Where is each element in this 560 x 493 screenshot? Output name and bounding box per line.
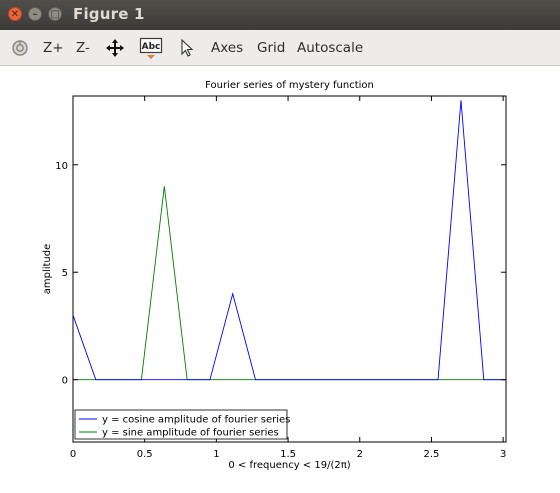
y-tick-label: 10 bbox=[55, 161, 68, 172]
title-bar: ✕ – □ Figure 1 bbox=[0, 0, 560, 30]
plot-canvas[interactable]: 0 0.5 1 1.5 2 2.5 3 0 5 10 Fourier series of myst… bbox=[0, 67, 560, 489]
close-button[interactable]: ✕ bbox=[8, 7, 22, 21]
legend-box bbox=[74, 409, 288, 440]
maximize-icon: □ bbox=[50, 9, 60, 20]
rotate-button[interactable] bbox=[9, 37, 31, 59]
select-arrow-icon bbox=[181, 38, 194, 57]
x-tick-label: 2 bbox=[357, 449, 363, 460]
x-tick-label: 0.5 bbox=[137, 449, 153, 460]
zoom-out-button[interactable]: Z- bbox=[76, 40, 90, 56]
y-tick-label: 5 bbox=[62, 268, 68, 279]
rotate-icon bbox=[12, 40, 28, 56]
x-tick-label: 2.5 bbox=[423, 449, 439, 460]
pan-button[interactable] bbox=[104, 37, 126, 59]
close-icon: ✕ bbox=[10, 9, 20, 20]
minimize-button[interactable]: – bbox=[28, 7, 42, 21]
legend-label-cosine: y = cosine amplitude of fourier series bbox=[102, 415, 290, 426]
pan-icon bbox=[106, 39, 124, 57]
x-tick-label: 1 bbox=[213, 449, 219, 460]
y-tick-label: 0 bbox=[62, 376, 68, 387]
x-tick-label: 0 bbox=[70, 449, 76, 460]
series-layer bbox=[72, 100, 506, 381]
insert-text-label: Abc bbox=[142, 42, 161, 52]
legend: y = cosine amplitude of fourier series y… bbox=[74, 409, 290, 440]
chart-svg[interactable]: 0 0.5 1 1.5 2 2.5 3 0 5 10 Fourier series of myst… bbox=[0, 67, 560, 489]
chart-title: Fourier series of mystery function bbox=[205, 80, 374, 91]
x-tick-label: 3 bbox=[500, 449, 506, 460]
axes-box bbox=[72, 95, 507, 443]
window-title: Figure 1 bbox=[73, 5, 145, 23]
minimize-icon: – bbox=[32, 9, 38, 20]
axes-button[interactable]: Axes bbox=[211, 40, 244, 56]
x-tick-label: 1.5 bbox=[280, 449, 296, 460]
grid-button[interactable]: Grid bbox=[257, 40, 286, 56]
y-axis-label: amplitude bbox=[42, 244, 53, 295]
select-button[interactable] bbox=[178, 37, 196, 59]
series-line-cosine bbox=[72, 100, 506, 381]
ticks-layer: 0 0.5 1 1.5 2 2.5 3 0 5 10 bbox=[55, 96, 506, 460]
x-axis-label: 0 < frequency < 19/(2π) bbox=[228, 460, 350, 471]
insert-text-button[interactable]: Abc bbox=[139, 37, 163, 59]
figure-toolbar: Z+ Z- Abc Axes Grid Autoscale bbox=[0, 30, 560, 66]
insert-text-icon: Abc bbox=[139, 37, 163, 59]
zoom-in-button[interactable]: Z+ bbox=[43, 40, 64, 56]
maximize-button[interactable]: □ bbox=[48, 7, 62, 21]
legend-label-sine: y = sine amplitude of fourier series bbox=[102, 428, 279, 439]
autoscale-button[interactable]: Autoscale bbox=[297, 40, 364, 56]
